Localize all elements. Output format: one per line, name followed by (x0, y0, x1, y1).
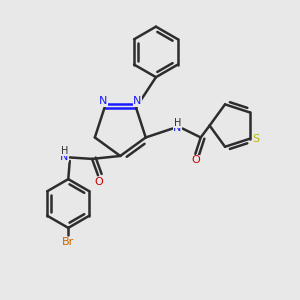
Text: N: N (60, 152, 69, 161)
Text: N: N (173, 123, 182, 133)
Text: O: O (94, 177, 103, 188)
Text: N: N (99, 96, 107, 106)
Text: Br: Br (62, 237, 74, 247)
Text: S: S (252, 134, 260, 144)
Text: H: H (174, 118, 181, 128)
Text: H: H (61, 146, 68, 156)
Text: O: O (191, 155, 200, 165)
Text: N: N (133, 96, 142, 106)
